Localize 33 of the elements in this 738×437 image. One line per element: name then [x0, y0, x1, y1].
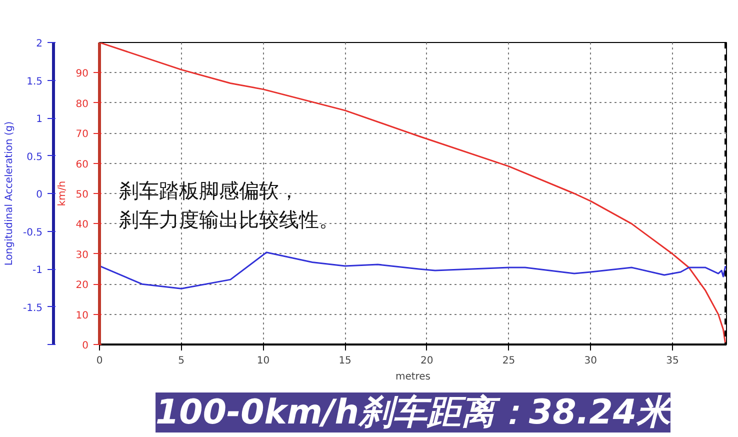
y-tick-label: 80 — [76, 98, 89, 110]
y-tick-label: 0 — [82, 340, 89, 352]
y-tick-label: 50 — [76, 190, 89, 200]
y-axis-title: km/h — [56, 180, 68, 206]
y-tick-label: 20 — [76, 280, 89, 292]
y-tick-label: 90 — [76, 68, 89, 80]
x-tick-label: 15 — [338, 356, 352, 366]
x-tick-label: 0 — [96, 356, 103, 366]
x-axis-title: metres — [395, 372, 431, 382]
y2-tick-label: 1.5 — [26, 76, 43, 88]
y2-tick-label: 0.5 — [26, 152, 43, 163]
x-tick-label: 10 — [256, 356, 270, 366]
line-series — [100, 252, 726, 290]
y2-axis-title: Longitudinal Acceleration (g) — [4, 121, 15, 266]
y2-tick-label: 1 — [36, 114, 43, 125]
y-tick-label: 30 — [76, 250, 89, 261]
y2-tick-label: 2 — [36, 38, 43, 50]
x-tick-label: 30 — [584, 356, 597, 366]
y2-tick-label: -0.5 — [22, 227, 43, 238]
y-tick-label: 70 — [76, 129, 89, 140]
annotation: 刹车踏板脚感偏软， — [119, 178, 300, 203]
y-tick-label: 10 — [76, 310, 89, 322]
x-tick-label: 20 — [420, 356, 434, 366]
text: 100-0km/h刹车距离：38.24米 — [156, 392, 674, 432]
y2-tick-label: 0 — [36, 190, 43, 200]
annotation: 刹车力度输出比较线性。 — [119, 207, 340, 232]
x-tick-label: 25 — [502, 356, 516, 366]
y-tick-label: 40 — [76, 220, 89, 231]
y-tick-label: 60 — [76, 159, 89, 170]
y2-tick-label: -1 — [32, 265, 43, 276]
x-tick-label: 35 — [666, 356, 679, 366]
x-tick-label: 5 — [178, 356, 185, 366]
y2-tick-label: -1.5 — [22, 302, 43, 314]
